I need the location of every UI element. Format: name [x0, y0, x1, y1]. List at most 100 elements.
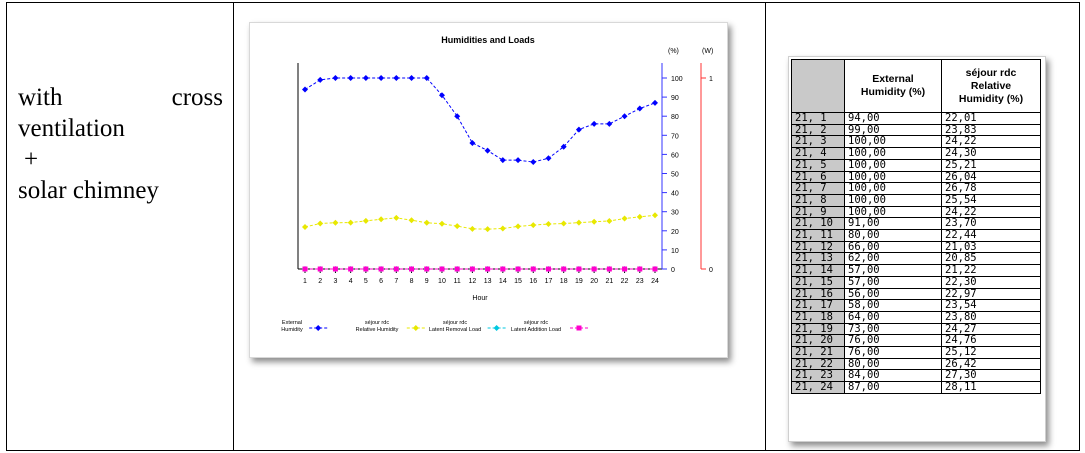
value-cell: 56,00 [844, 287, 942, 301]
data-point [412, 325, 419, 331]
left-y-tick-label: 50 [671, 172, 679, 179]
value-cell: 100,00 [844, 182, 942, 195]
data-point [439, 266, 445, 272]
data-point [454, 113, 461, 120]
table-row: 21, 7 100,00 26,78 [791, 182, 1041, 195]
table-row: 21, 21 76,00 25,12 [791, 346, 1041, 359]
value-cell: 24,22 [941, 205, 1041, 219]
humidity-table: External Humidity (%) séjour rdc Relative Hu… [791, 59, 1041, 394]
data-point [378, 216, 385, 223]
value-cell: 91,00 [844, 217, 942, 231]
x-tick-label: 21 [605, 278, 613, 285]
left-y-tick-label: 80 [671, 114, 679, 121]
legend-label: External [282, 320, 302, 326]
data-point [347, 219, 354, 226]
table-row: 21, 1 94,00 22,01 [791, 112, 1041, 125]
table-row: 21, 18 64,00 23,80 [791, 310, 1041, 324]
value-cell: 100,00 [844, 135, 942, 149]
value-cell: 80,00 [844, 357, 942, 371]
table-row: 21, 4 100,00 24,30 [791, 147, 1041, 160]
data-point [545, 266, 551, 272]
x-tick-label: 2 [318, 278, 322, 285]
data-point [637, 266, 643, 272]
right-y-tick-label: 0 [709, 267, 713, 274]
data-point [636, 213, 643, 220]
left-y-tick-label: 10 [671, 248, 679, 255]
data-point [636, 105, 643, 112]
column-divider [233, 3, 234, 450]
data-point [560, 143, 567, 150]
data-point [515, 157, 522, 164]
data-table-panel: External Humidity (%) séjour rdc Relative Hu… [788, 56, 1046, 442]
caption-word: with [18, 84, 63, 111]
data-point [393, 214, 400, 221]
row-key-cell: 21, 4 [791, 147, 845, 160]
value-cell: 27,30 [941, 369, 1041, 383]
layout-table [6, 2, 1080, 451]
data-point [500, 266, 506, 272]
table-row: 21, 13 62,00 20,85 [791, 252, 1041, 266]
x-tick-label: 12 [468, 278, 476, 285]
left-y-tick-label: 20 [671, 229, 679, 236]
row-key-cell: 21, 12 [791, 240, 845, 254]
table-row: 21, 24 87,00 28,11 [791, 381, 1041, 394]
value-cell: 100,00 [844, 193, 942, 207]
value-cell: 57,00 [844, 264, 942, 277]
caption-line: + [24, 146, 39, 173]
x-tick-label: 15 [514, 278, 522, 285]
data-point [317, 220, 324, 227]
value-cell: 57,00 [844, 275, 942, 289]
data-point [622, 266, 628, 272]
row-key-cell: 21, 22 [791, 357, 845, 371]
data-point [530, 222, 537, 229]
data-point [530, 266, 536, 272]
left-axis-unit: (%) [668, 48, 679, 55]
data-point [469, 266, 475, 272]
table-row: 21, 8 100,00 25,54 [791, 193, 1041, 207]
table-row: 21, 20 76,00 24,76 [791, 334, 1041, 348]
value-cell: 25,12 [941, 346, 1041, 359]
legend-label: Latent Addition Load [511, 327, 561, 333]
data-point [393, 75, 400, 81]
x-tick-label: 16 [529, 278, 537, 285]
row-key-cell: 21, 3 [791, 135, 845, 149]
value-cell: 26,04 [941, 170, 1041, 184]
value-cell: 24,30 [941, 147, 1041, 160]
value-cell: 58,00 [844, 299, 942, 312]
value-cell: 24,27 [941, 322, 1041, 336]
row-key-cell: 21, 9 [791, 205, 845, 219]
data-point [621, 215, 628, 222]
x-tick-label: 5 [364, 278, 368, 285]
data-point [332, 219, 339, 226]
data-point [576, 325, 582, 331]
data-point [454, 223, 461, 230]
table-row: 21, 11 80,00 22,44 [791, 229, 1041, 242]
data-point [485, 266, 491, 272]
table-row: 21, 19 73,00 24,27 [791, 322, 1041, 336]
data-point [469, 225, 476, 232]
row-key-cell: 21, 18 [791, 310, 845, 324]
legend-label: séjour rdc [524, 320, 548, 326]
table-row: 21, 17 58,00 23,54 [791, 299, 1041, 312]
table-row: 21, 16 56,00 22,97 [791, 287, 1041, 301]
row-key-cell: 21, 13 [791, 252, 845, 266]
data-point [652, 266, 658, 272]
data-point [302, 223, 308, 230]
data-point [438, 92, 445, 99]
value-cell: 23,83 [941, 123, 1041, 137]
data-point [652, 212, 658, 219]
table-row: 21, 15 57,00 22,30 [791, 275, 1041, 289]
left-y-tick-label: 70 [671, 133, 679, 140]
table-row: 21, 10 91,00 23,70 [791, 217, 1041, 231]
data-point [606, 266, 612, 272]
row-key-cell: 21, 11 [791, 229, 845, 242]
table-row: 21, 3 100,00 24,22 [791, 135, 1041, 149]
series-line [304, 77, 656, 163]
table-row: 21, 14 57,00 21,22 [791, 264, 1041, 277]
data-point [591, 218, 598, 225]
x-tick-label: 22 [621, 278, 629, 285]
data-point [560, 220, 567, 227]
data-point [591, 120, 598, 127]
data-point [378, 266, 384, 272]
data-point [530, 159, 537, 166]
